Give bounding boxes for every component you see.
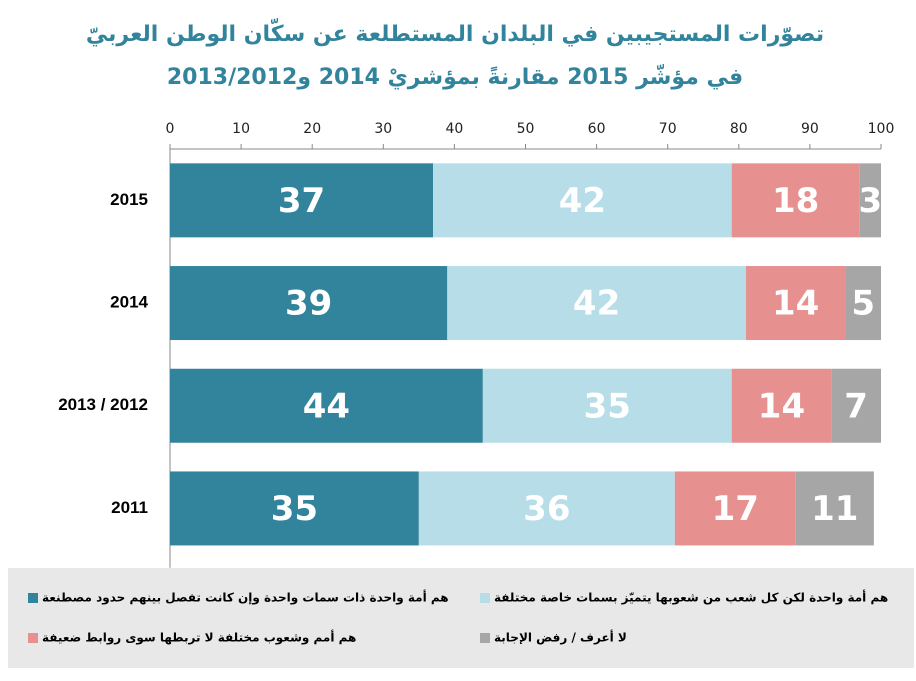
legend-label: هم أمة واحدة لكن كل شعب من شعوبها يتميّز… [494,590,888,606]
data-label: 37 [278,181,325,221]
bar-segment [418,471,675,546]
data-label: 35 [271,489,318,529]
data-label: 39 [285,284,332,324]
bar-segment [433,163,732,238]
x-tick-label: 20 [303,121,321,137]
legend-box [8,568,914,668]
legend-swatch [480,633,490,643]
bar-segment [859,163,881,238]
legend-label: لا أعرف / رفض الإجابة [494,630,627,645]
chart-title: تصوّرات المستجيبين في البلدان المستطلعة … [86,18,824,47]
bar-segment [731,163,860,238]
data-label: 18 [772,181,819,221]
y-tick-label: 2014 [110,293,148,312]
data-label: 36 [523,489,570,529]
legend-label: هم أمم وشعوب مختلفة لا تربطها سوى روابط … [42,630,356,646]
data-label: 11 [811,489,858,529]
x-tick-label: 50 [517,121,535,137]
bar-segment [674,471,796,546]
bar-segment [482,368,732,443]
bar-segment [170,163,434,238]
data-label: 44 [303,386,350,426]
x-tick-label: 90 [801,121,819,137]
bar-segment [745,266,846,341]
x-tick-label: 60 [588,121,606,137]
legend-swatch [28,633,38,643]
bar-segment [831,368,881,443]
bar-segment [795,471,874,546]
data-label: 5 [851,284,875,324]
x-tick-label: 100 [868,121,895,137]
chart-subtitle: في مؤشّر 2015 مقارنةً بمؤشريْ 2014 و2013… [167,64,743,90]
bar-segment [845,266,881,341]
legend-swatch [480,593,490,603]
x-tick-label: 0 [166,121,175,137]
data-label: 3 [858,181,882,221]
bar-segment [731,368,832,443]
bar-segment [170,266,448,341]
data-label: 14 [758,386,805,426]
x-tick-label: 70 [659,121,677,137]
bar-segment [447,266,746,341]
x-tick-label: 10 [232,121,250,137]
x-tick-label: 30 [374,121,392,137]
legend-label: هم أمة واحدة ذات سمات واحدة وإن كانت تفص… [42,590,449,606]
bar-segment [170,471,419,546]
data-label: 42 [559,181,606,221]
data-label: 14 [772,284,819,324]
data-label: 17 [712,489,759,529]
data-label: 35 [584,386,631,426]
y-tick-label: 2011 [111,498,148,517]
y-tick-label: 2015 [110,190,148,209]
y-tick-label: 2013 / 2012 [58,395,148,414]
data-label: 42 [573,284,620,324]
data-label: 7 [844,386,868,426]
bar-segment [170,368,483,443]
x-tick-label: 80 [730,121,748,137]
x-tick-label: 40 [445,121,463,137]
legend-swatch [28,593,38,603]
